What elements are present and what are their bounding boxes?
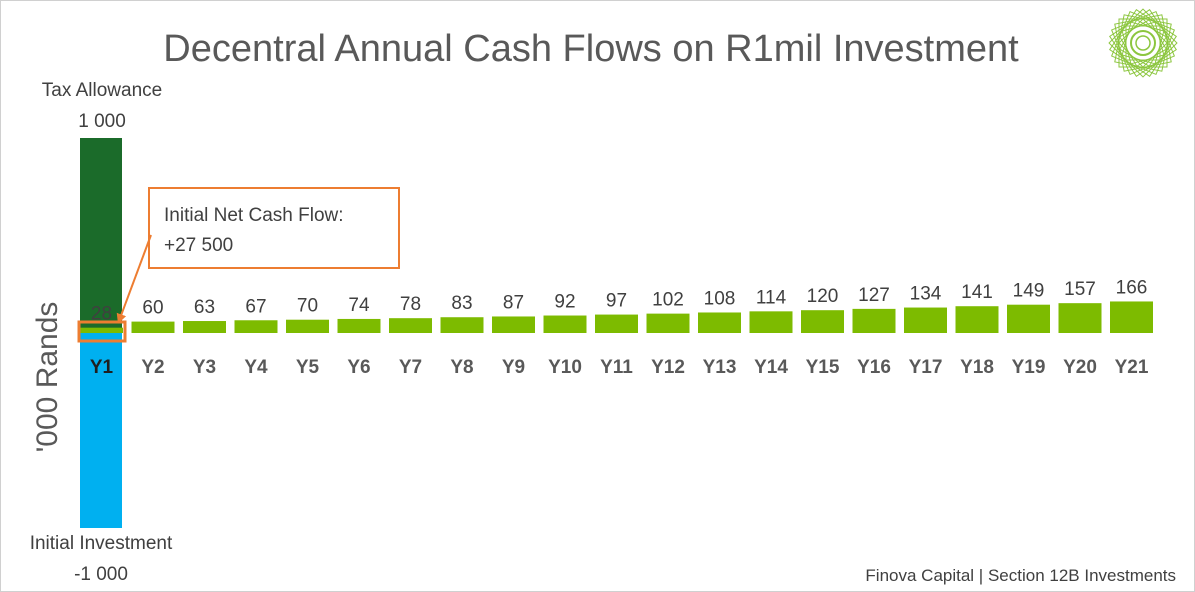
value-label-y9: 87: [503, 292, 524, 313]
category-label-y14: Y14: [754, 357, 788, 378]
value-label-y20: 157: [1064, 279, 1096, 300]
category-label-y10: Y10: [548, 357, 582, 378]
bar-y1: [80, 327, 123, 333]
bar-y15: [801, 310, 844, 333]
chart-title: Decentral Annual Cash Flows on R1mil Inv…: [163, 28, 1019, 70]
category-label-y21: Y21: [1115, 357, 1149, 378]
tax-allowance-value: 1 000: [78, 111, 126, 132]
category-label-y6: Y6: [347, 357, 370, 378]
category-label-y15: Y15: [806, 357, 840, 378]
category-label-y12: Y12: [651, 357, 685, 378]
bar-y3: [183, 321, 226, 333]
bar-y13: [698, 312, 741, 333]
bar-y16: [852, 308, 896, 333]
green-mandala-logo-icon: [1108, 8, 1178, 78]
value-label-y16: 127: [858, 285, 890, 306]
bar-y9: [492, 316, 535, 333]
value-label-y12: 102: [652, 290, 684, 311]
value-label-y6: 74: [348, 295, 370, 316]
value-label-y2: 60: [142, 298, 163, 319]
value-label-y14: 114: [756, 287, 787, 308]
callout-box: [148, 187, 400, 269]
bar-y21: [1110, 301, 1153, 333]
category-label-y7: Y7: [399, 357, 422, 378]
bar-y18: [955, 306, 999, 333]
value-label-y8: 83: [451, 293, 472, 314]
bar-y4: [234, 320, 278, 333]
bar-y12: [646, 313, 690, 333]
value-label-y21: 166: [1116, 277, 1148, 298]
initial-investment-value: -1 000: [74, 564, 128, 585]
bar-y20: [1058, 303, 1102, 333]
initial-investment-label: Initial Investment: [30, 533, 173, 554]
bar-y5: [286, 319, 329, 333]
year1-highlight-box: [77, 320, 127, 343]
category-label-y11: Y11: [600, 357, 633, 378]
category-label-y8: Y8: [450, 357, 473, 378]
value-label-y17: 134: [910, 284, 942, 305]
value-labels: 28 60 63 67 70 74 78 83 87 92 97 102 108 114 120 127 134…: [91, 277, 1147, 324]
value-label-y7: 78: [400, 294, 421, 315]
bar-y2: [131, 321, 175, 333]
callout-arrow: [116, 234, 152, 324]
bar-y14: [749, 311, 793, 333]
bar-y6: [337, 318, 381, 333]
category-label-y5: Y5: [296, 357, 320, 378]
value-label-y1: 28: [91, 304, 112, 325]
category-labels: Y1 Y2 Y3 Y4 Y5 Y6 Y7 Y8 Y9 Y10 Y11 Y12 Y13 Y14 Y15 Y16 Y…: [90, 357, 1149, 378]
category-label-y19: Y19: [1012, 357, 1046, 378]
bar-y19: [1007, 304, 1050, 333]
tax-allowance-bar: [80, 138, 122, 333]
category-label-y13: Y13: [703, 357, 737, 378]
bar-y17: [904, 307, 947, 333]
category-label-y16: Y16: [857, 357, 891, 378]
value-label-y5: 70: [297, 296, 318, 317]
category-label-y9: Y9: [502, 357, 525, 378]
bar-y7: [389, 318, 432, 333]
category-label-y17: Y17: [909, 357, 943, 378]
value-label-y10: 92: [554, 292, 575, 313]
value-label-y4: 67: [245, 296, 266, 317]
y-axis-label: '000 Rands: [31, 302, 64, 453]
tax-allowance-label: Tax Allowance: [42, 80, 162, 101]
value-label-y3: 63: [194, 297, 215, 318]
category-label-y2: Y2: [141, 357, 164, 378]
value-label-y18: 141: [961, 282, 993, 303]
category-label-y20: Y20: [1063, 357, 1097, 378]
value-label-y11: 97: [606, 291, 627, 312]
category-label-y3: Y3: [193, 357, 216, 378]
callout-line-2: +27 500: [164, 235, 233, 256]
initial-investment-bar: [80, 333, 122, 528]
value-label-y13: 108: [704, 288, 736, 309]
bar-y8: [440, 317, 484, 333]
cash-flow-bars: [80, 301, 1153, 333]
category-label-y4: Y4: [244, 357, 268, 378]
value-label-y15: 120: [807, 286, 839, 307]
category-label-y1: Y1: [90, 357, 114, 378]
callout-line-1: Initial Net Cash Flow:: [164, 205, 344, 226]
value-label-y19: 149: [1013, 281, 1045, 302]
category-label-y18: Y18: [960, 357, 994, 378]
bar-y10: [543, 315, 587, 333]
bar-y11: [595, 314, 638, 333]
footer-text: Finova Capital | Section 12B Investments: [865, 566, 1176, 585]
